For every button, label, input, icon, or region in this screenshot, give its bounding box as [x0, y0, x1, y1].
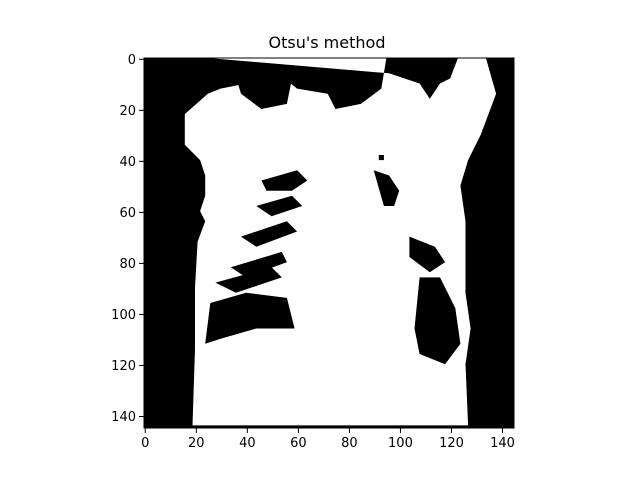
y-tick-label: 120	[111, 359, 136, 374]
left-lung-stripe-1	[261, 170, 308, 191]
right-lung-upper	[373, 170, 400, 206]
y-tick-label: 60	[119, 206, 136, 221]
left-lung-lower-block	[205, 292, 295, 344]
y-tick-label: 40	[119, 155, 136, 170]
x-tick-label: 140	[490, 436, 515, 451]
x-tick-label: 0	[141, 436, 149, 451]
y-tick-label: 140	[111, 410, 136, 425]
right-lung-lower	[414, 277, 461, 365]
left-lung-stripe-4	[230, 251, 287, 278]
upper-left-dark-patch	[233, 68, 292, 109]
x-tick-label: 120	[439, 436, 464, 451]
image-plot	[144, 58, 514, 428]
y-tick-label: 80	[119, 257, 136, 272]
x-axis: 0 20 40 60 80 100 120 140	[141, 428, 515, 451]
y-tick-label: 0	[128, 53, 136, 68]
x-tick-label: 100	[388, 436, 413, 451]
chart-title: Otsu's method	[269, 33, 386, 52]
right-lung-mid	[409, 236, 446, 273]
y-tick-label: 100	[111, 308, 136, 323]
white-region	[184, 58, 497, 426]
y-axis: 0 20 40 60 80 100 120 140	[111, 53, 144, 425]
left-lung-stripe-5	[215, 267, 282, 293]
x-tick-label: 40	[239, 436, 256, 451]
black-regions	[205, 68, 461, 365]
x-tick-label: 20	[188, 436, 205, 451]
x-tick-label: 80	[341, 436, 358, 451]
left-lung-stripe-2	[256, 195, 303, 217]
right-lung-small-dot	[378, 155, 384, 161]
x-tick-label: 60	[290, 436, 307, 451]
left-lung-stripe-3	[241, 221, 298, 247]
y-tick-label: 20	[119, 104, 136, 119]
plot-frame	[143, 57, 515, 429]
